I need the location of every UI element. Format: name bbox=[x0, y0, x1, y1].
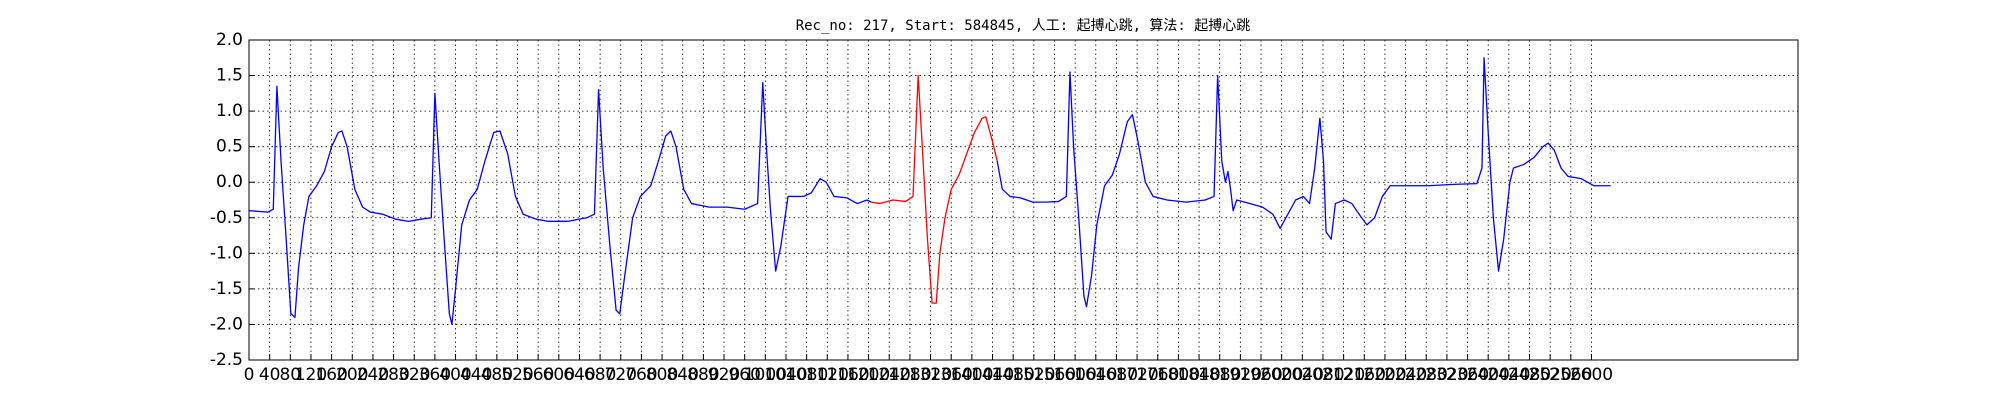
x-tick-label: 840 bbox=[666, 365, 698, 385]
x-tick-label: 1080 bbox=[785, 365, 828, 385]
y-tick-label: -2.5 bbox=[210, 350, 243, 370]
x-tick-label: 1280 bbox=[888, 365, 931, 385]
x-tick-label: 920 bbox=[708, 365, 740, 385]
x-tick-label: 1640 bbox=[1074, 365, 1117, 385]
x-tick-label: 640 bbox=[563, 365, 595, 385]
x-tick-label: 1920 bbox=[1219, 365, 1262, 385]
x-tick-label: 80 bbox=[279, 365, 301, 385]
chart-title: Rec_no: 217, Start: 584845, 人工: 起搏心跳, 算法… bbox=[796, 17, 1251, 34]
x-tick-label: 280 bbox=[377, 365, 409, 385]
x-tick-label: 1160 bbox=[826, 365, 869, 385]
x-tick-label: 1040 bbox=[764, 365, 807, 385]
x-tick-label: 720 bbox=[605, 365, 637, 385]
x-tick-label: 1120 bbox=[806, 365, 849, 385]
x-tick-label: 440 bbox=[460, 365, 492, 385]
x-tick-label: 200 bbox=[336, 365, 368, 385]
x-tick-label: 880 bbox=[687, 365, 719, 385]
x-tick-label: 160 bbox=[315, 365, 347, 385]
line bbox=[248, 57, 1611, 326]
x-tick-label: 1320 bbox=[909, 365, 952, 385]
x-tick-label: 2440 bbox=[1487, 365, 1530, 385]
x-tick-label: 240 bbox=[357, 365, 389, 385]
x-tick-label: 1200 bbox=[847, 365, 890, 385]
x-tick-label: 1440 bbox=[971, 365, 1014, 385]
x-tick-label: 520 bbox=[501, 365, 533, 385]
plot-frame bbox=[248, 39, 1799, 361]
x-tick-label: 2040 bbox=[1281, 365, 1324, 385]
y-tick-label: -2.0 bbox=[210, 314, 243, 334]
x-tick-label: 2160 bbox=[1343, 365, 1386, 385]
x-tick-label: 1760 bbox=[1136, 365, 1179, 385]
x-tick-label: 2600 bbox=[1570, 365, 1613, 385]
y-tick-label: 1.5 bbox=[216, 66, 243, 86]
x-tick-label: 680 bbox=[584, 365, 616, 385]
y-tick-label: -1.0 bbox=[210, 243, 243, 263]
x-tick-label: 1560 bbox=[1033, 365, 1076, 385]
y-tick-label: 0.5 bbox=[216, 137, 243, 157]
x-tick-label: 2480 bbox=[1508, 365, 1551, 385]
x-tick-label: 800 bbox=[646, 365, 678, 385]
y-tick-label: -0.5 bbox=[210, 208, 243, 228]
x-tick-label: 1960 bbox=[1239, 365, 1282, 385]
x-tick-label: 1720 bbox=[1115, 365, 1158, 385]
x-tick-label: 560 bbox=[522, 365, 554, 385]
x-tick-label: 2000 bbox=[1260, 365, 1303, 385]
y-tick-label: 2.0 bbox=[216, 30, 243, 50]
x-tick-label: 1000 bbox=[744, 365, 787, 385]
x-tick-label: 1680 bbox=[1095, 365, 1138, 385]
x-tick-label: 2240 bbox=[1384, 365, 1427, 385]
x-tick-label: 0 bbox=[244, 365, 255, 385]
x-tick-label: 1880 bbox=[1198, 365, 1241, 385]
x-tick-label: 320 bbox=[398, 365, 430, 385]
x-tick-label: 1400 bbox=[950, 365, 993, 385]
x-tick-label: 1360 bbox=[930, 365, 973, 385]
x-tick-label: 360 bbox=[419, 365, 451, 385]
x-tick-label: 2520 bbox=[1529, 365, 1572, 385]
x-tick-label: 1600 bbox=[1054, 365, 1097, 385]
x-tick-label: 1520 bbox=[1012, 365, 1055, 385]
x-tick-label: 400 bbox=[439, 365, 471, 385]
y-tick-label: 1.0 bbox=[216, 101, 243, 121]
x-tick-label: 2320 bbox=[1425, 365, 1468, 385]
x-tick-label: 480 bbox=[481, 365, 513, 385]
x-tick-label: 760 bbox=[625, 365, 657, 385]
x-tick-label: 2360 bbox=[1446, 365, 1489, 385]
x-tick-label: 2080 bbox=[1301, 365, 1344, 385]
line bbox=[871, 74, 998, 304]
x-tick-label: 120 bbox=[295, 365, 327, 385]
y-tick-label: -1.5 bbox=[210, 279, 243, 299]
x-tick-label: 40 bbox=[259, 365, 281, 385]
x-tick-label: 1480 bbox=[992, 365, 1035, 385]
x-tick-label: 600 bbox=[543, 365, 575, 385]
x-tick-label: 1800 bbox=[1157, 365, 1200, 385]
y-tick-label: 0.0 bbox=[216, 172, 243, 192]
x-tick-label: 960 bbox=[728, 365, 760, 385]
x-tick-label: 2560 bbox=[1549, 365, 1592, 385]
x-tick-label: 2200 bbox=[1363, 365, 1406, 385]
x-tick-label: 1240 bbox=[868, 365, 911, 385]
x-tick-label: 1840 bbox=[1177, 365, 1220, 385]
x-tick-label: 2280 bbox=[1405, 365, 1448, 385]
x-tick-label: 2400 bbox=[1467, 365, 1510, 385]
x-tick-label: 2120 bbox=[1322, 365, 1365, 385]
